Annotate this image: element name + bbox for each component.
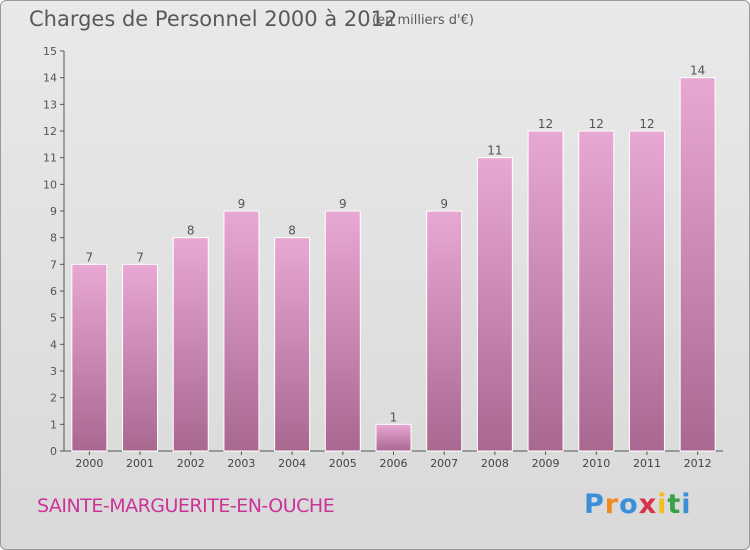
bar-value-label: 1 xyxy=(390,410,398,424)
town-name: SAINTE-MARGUERITE-EN-OUCHE xyxy=(37,495,335,517)
bar-2005 xyxy=(324,210,361,452)
y-tick-label: 7 xyxy=(50,258,57,271)
bar-value-label: 14 xyxy=(690,64,705,78)
x-tick-label: 2010 xyxy=(582,457,610,470)
x-tick-label: 2005 xyxy=(329,457,357,470)
bar-value-label: 12 xyxy=(538,117,553,131)
logo-letter: r xyxy=(604,489,620,520)
y-tick-label: 14 xyxy=(43,72,57,85)
x-tick-label: 2003 xyxy=(227,457,255,470)
x-tick-label: 2007 xyxy=(430,457,458,470)
y-tick-label: 2 xyxy=(50,392,57,405)
bar-value-label: 11 xyxy=(487,144,502,158)
bar-2001 xyxy=(122,263,159,452)
bar-2004 xyxy=(274,237,311,452)
bar-2007 xyxy=(426,210,463,452)
y-tick-label: 6 xyxy=(50,285,57,298)
bar-2002 xyxy=(172,237,209,452)
x-tick-label: 2004 xyxy=(278,457,306,470)
bar-value-label: 7 xyxy=(86,250,94,264)
bar-2011 xyxy=(628,130,665,452)
bar-2003 xyxy=(223,210,260,452)
x-tick-label: 2000 xyxy=(75,457,103,470)
bar-2010 xyxy=(578,130,615,452)
x-tick-label: 2012 xyxy=(684,457,712,470)
logo-letter: P xyxy=(584,489,605,520)
x-tick-label: 2002 xyxy=(177,457,205,470)
y-tick-label: 0 xyxy=(50,445,57,458)
y-tick-label: 3 xyxy=(50,365,57,378)
bar-value-label: 8 xyxy=(187,224,195,238)
y-tick-label: 12 xyxy=(43,125,57,138)
y-tick-label: 13 xyxy=(43,98,57,111)
x-tick-label: 2011 xyxy=(633,457,661,470)
y-tick-label: 5 xyxy=(50,312,57,325)
bar-2000 xyxy=(71,263,108,452)
logo-letter: x xyxy=(638,489,658,520)
x-tick-label: 2008 xyxy=(481,457,509,470)
bar-value-label: 9 xyxy=(339,197,347,211)
logo-letter: t xyxy=(667,489,682,520)
x-tick-label: 2006 xyxy=(380,457,408,470)
y-tick-label: 15 xyxy=(43,45,57,58)
y-tick-label: 8 xyxy=(50,232,57,245)
bar-value-label: 8 xyxy=(288,224,296,238)
logo-letter: i xyxy=(657,489,668,520)
bar-2012 xyxy=(679,77,716,452)
x-tick-label: 2009 xyxy=(532,457,560,470)
chart-subtitle: (en milliers d'€) xyxy=(372,13,474,28)
bar-2006 xyxy=(375,423,412,452)
bar-value-label: 9 xyxy=(440,197,448,211)
bar-value-label: 12 xyxy=(639,117,654,131)
bar-2009 xyxy=(527,130,564,452)
bar-value-label: 12 xyxy=(589,117,604,131)
logo-letter: i xyxy=(681,489,692,520)
y-tick-label: 9 xyxy=(50,205,57,218)
y-tick-label: 1 xyxy=(50,418,57,431)
bar-2008 xyxy=(476,157,513,452)
y-tick-label: 11 xyxy=(43,152,57,165)
chart-title: Charges de Personnel 2000 à 2012 xyxy=(29,7,398,31)
bar-value-label: 7 xyxy=(136,250,144,264)
y-tick-label: 4 xyxy=(50,338,57,351)
logo-letter: o xyxy=(619,489,639,520)
proxiti-logo[interactable]: Proxiti xyxy=(584,489,692,520)
bar-value-label: 9 xyxy=(238,197,246,211)
y-tick-label: 10 xyxy=(43,178,57,191)
x-tick-label: 2001 xyxy=(126,457,154,470)
